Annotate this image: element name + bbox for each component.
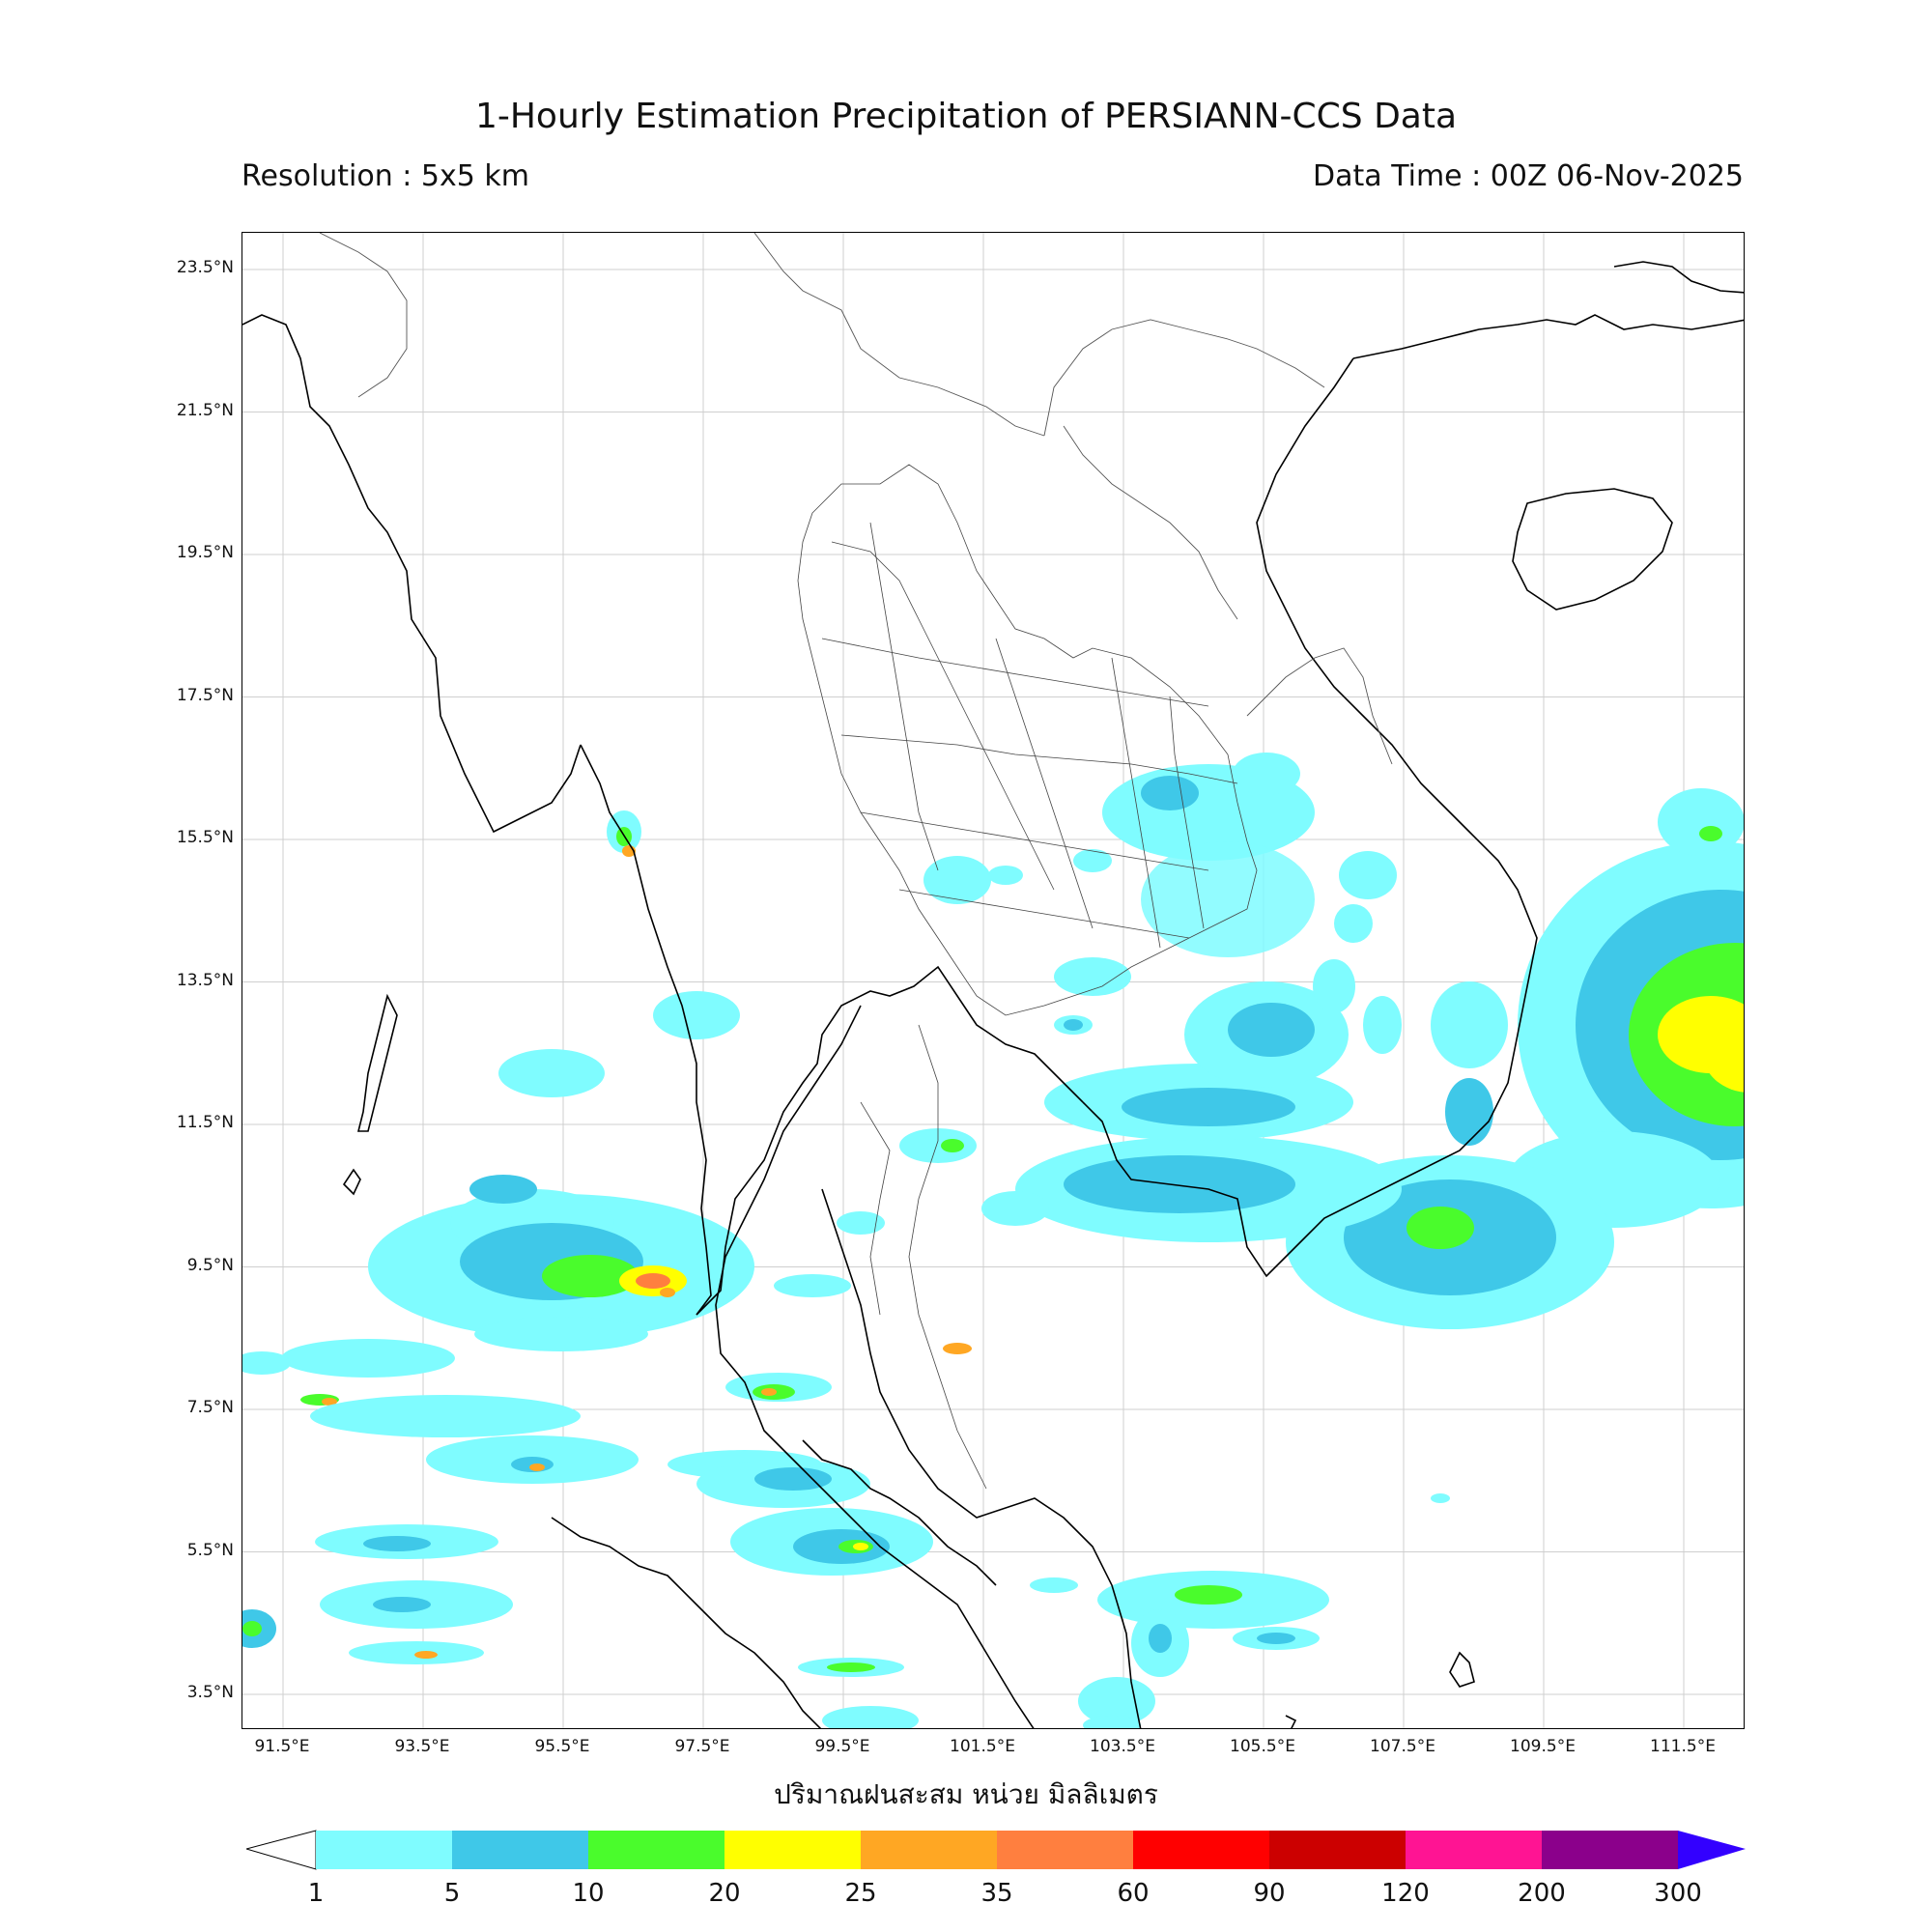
colorbar-tick-label: 20 — [708, 1879, 741, 1908]
lat-label: 7.5°N — [186, 1398, 234, 1417]
lon-label: 95.5°E — [534, 1737, 590, 1756]
colorbar-tick-label: 60 — [1117, 1879, 1150, 1908]
data-time-label: Data Time : 00Z 06-Nov-2025 — [1313, 159, 1744, 193]
colorbar-under-arrow — [246, 1830, 317, 1870]
lon-label: 99.5°E — [814, 1737, 870, 1756]
colorbar-segment — [1542, 1831, 1678, 1869]
coastlines — [242, 261, 1744, 1728]
colorbar-caption: ปริมาณฝนสะสม หน่วย มิลลิเมตร — [774, 1778, 1158, 1810]
thailand-district-boundaries — [797, 464, 1258, 1490]
lat-label: 23.5°N — [176, 258, 234, 277]
lat-label: 21.5°N — [176, 400, 234, 420]
colorbar-tick-label: 5 — [443, 1879, 461, 1908]
colorbar-segment — [1133, 1831, 1269, 1869]
lon-label: 105.5°E — [1230, 1737, 1295, 1756]
lon-label: 109.5°E — [1510, 1737, 1576, 1756]
colorbar-tick-label: 120 — [1381, 1879, 1430, 1908]
lat-label: 17.5°N — [176, 685, 234, 705]
lat-label: 3.5°N — [186, 1683, 234, 1702]
lat-label: 5.5°N — [186, 1540, 234, 1560]
lon-label: 93.5°E — [394, 1737, 450, 1756]
precipitation-field — [242, 753, 1744, 1728]
lon-label: 111.5°E — [1650, 1737, 1716, 1756]
lon-label: 97.5°E — [674, 1737, 730, 1756]
colorbar-segment — [997, 1831, 1133, 1869]
colorbar-tick-label: 90 — [1253, 1879, 1286, 1908]
lat-label: 9.5°N — [186, 1255, 234, 1275]
lat-label: 11.5°N — [176, 1113, 234, 1132]
lat-label: 15.5°N — [176, 828, 234, 847]
colorbar-tick-label: 10 — [572, 1879, 605, 1908]
lat-label: 13.5°N — [176, 970, 234, 990]
graticule — [242, 233, 1744, 1728]
country-borders — [319, 233, 1393, 765]
colorbar-segment — [588, 1831, 724, 1869]
map-canvas — [242, 233, 1744, 1728]
colorbar-segment — [316, 1831, 452, 1869]
lon-label: 101.5°E — [950, 1737, 1015, 1756]
colorbar-tick-label: 200 — [1518, 1879, 1566, 1908]
colorbar-tick-label: 1 — [307, 1879, 325, 1908]
lon-label: 103.5°E — [1090, 1737, 1155, 1756]
colorbar-segment — [452, 1831, 588, 1869]
map-title: 1-Hourly Estimation Precipitation of PER… — [474, 97, 1458, 136]
colorbar — [246, 1830, 1746, 1870]
lon-label: 107.5°E — [1370, 1737, 1435, 1756]
colorbar-tick-label: 35 — [980, 1879, 1013, 1908]
colorbar-segment — [1406, 1831, 1542, 1869]
resolution-label: Resolution : 5x5 km — [242, 159, 529, 193]
map-frame — [242, 232, 1745, 1729]
colorbar-tick-label: 300 — [1654, 1879, 1702, 1908]
lat-label: 19.5°N — [176, 543, 234, 562]
lon-label: 91.5°E — [254, 1737, 310, 1756]
colorbar-segment — [724, 1831, 861, 1869]
colorbar-segment — [861, 1831, 997, 1869]
colorbar-over-arrow — [1678, 1831, 1746, 1869]
colorbar-segment — [1269, 1831, 1406, 1869]
colorbar-tick-label: 25 — [844, 1879, 877, 1908]
